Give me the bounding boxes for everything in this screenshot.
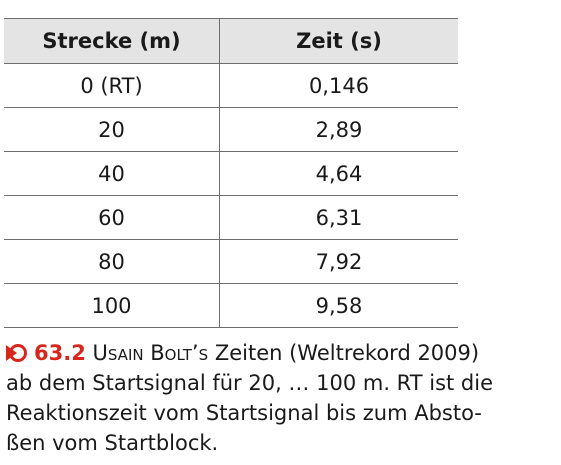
table-cell: 60 <box>4 195 220 240</box>
caption-icon <box>6 344 27 362</box>
table-cell: 0,146 <box>219 63 458 108</box>
table-cell: 40 <box>4 151 220 196</box>
table-cell: 100 <box>4 283 220 328</box>
caption-line: Zeiten (Weltrekord 2009) <box>214 341 480 365</box>
header-row: Strecke (m) Zeit (s) <box>4 18 458 64</box>
table-row: 0 (RT) 0,146 <box>4 63 458 108</box>
caption-line: Reaktionszeit vom Startsignal bis zum Ab… <box>6 401 482 425</box>
table-row: 100 9,58 <box>4 283 458 328</box>
table-row: 80 7,92 <box>4 239 458 284</box>
caption-number: 63.2 <box>34 341 86 365</box>
table-row: 40 4,64 <box>4 151 458 196</box>
table-cell: 4,64 <box>219 151 458 196</box>
time-table: Strecke (m) Zeit (s) 0 (RT) 0,146 20 2,89 40… <box>4 18 458 328</box>
table-body: 0 (RT) 0,146 20 2,89 40 4,64 60 6,31 80 7,92 100 9,… <box>4 63 458 328</box>
table-row: 20 2,89 <box>4 107 458 152</box>
table-cell: 0 (RT) <box>4 63 220 108</box>
table-cell: 7,92 <box>219 239 458 284</box>
header-cell: Strecke (m) <box>4 18 220 64</box>
table-cell: 2,89 <box>219 107 458 152</box>
header-cell: Zeit (s) <box>219 18 458 64</box>
caption-line: ab dem Startsignal für 20, … 100 m. RT i… <box>6 371 494 395</box>
caption: 63.2 Usain Bolt’s Zeiten (Weltrekord 200… <box>6 338 556 458</box>
table-cell: 80 <box>4 239 220 284</box>
table-cell: 20 <box>4 107 220 152</box>
table-row: 60 6,31 <box>4 195 458 240</box>
table-cell: 9,58 <box>219 283 458 328</box>
caption-line: ßen vom Startblock. <box>6 431 219 455</box>
table-cell: 6,31 <box>219 195 458 240</box>
caption-name: Usain Bolt’s <box>92 341 209 365</box>
